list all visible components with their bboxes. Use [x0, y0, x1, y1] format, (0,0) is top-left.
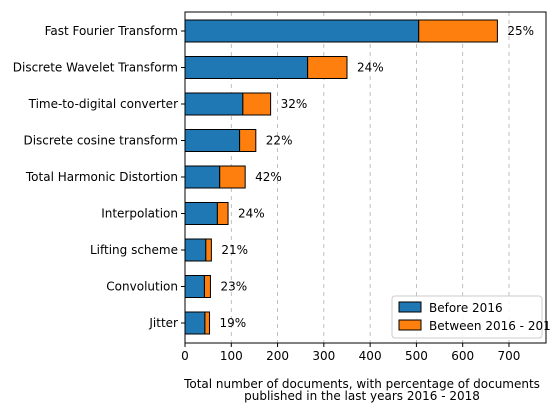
percentage-label: 22% [266, 134, 293, 148]
bar-segment-before-2016 [184, 129, 241, 152]
legend-swatch [398, 319, 422, 331]
x-tick-label: 0 [181, 349, 189, 363]
category-label: Discrete cosine transform [23, 134, 178, 148]
bar-segment-before-2016 [184, 19, 420, 43]
category-label: Convolution [106, 280, 178, 294]
bar-segment-between-2016-2018 [216, 202, 229, 225]
legend-swatch [398, 301, 422, 313]
x-tick-label: 400 [359, 349, 382, 363]
legend: Before 2016 Between 2016 - 2018 [391, 295, 550, 339]
x-tick-label: 700 [498, 349, 521, 363]
y-axis-ticks [181, 30, 185, 324]
percentage-label: 42% [255, 170, 282, 184]
category-label: Lifting scheme [90, 243, 178, 257]
x-tick-label: 100 [220, 349, 243, 363]
bar-segment-between-2016-2018 [307, 56, 348, 79]
bar-segment-between-2016-2018 [204, 311, 211, 335]
category-label: Fast Fourier Transform [45, 24, 178, 38]
bar-segment-before-2016 [184, 202, 218, 225]
bar-segment-before-2016 [184, 275, 205, 298]
percentage-label: 23% [220, 280, 247, 294]
category-label: Jitter [148, 316, 178, 330]
bar-segment-before-2016 [184, 311, 206, 335]
bar-segment-between-2016-2018 [239, 129, 257, 152]
grid-lines [230, 12, 510, 343]
category-label: Time-to-digital converter [28, 97, 178, 111]
percentage-label: 24% [238, 207, 265, 221]
x-tick-label: 500 [405, 349, 428, 363]
bar-segment-between-2016-2018 [205, 238, 212, 262]
x-axis-title-line-1: Total number of documents, with percenta… [183, 377, 540, 391]
percentage-label: 25% [507, 24, 534, 38]
x-tick-label: 200 [266, 349, 289, 363]
category-label: Discrete Wavelet Transform [13, 61, 178, 75]
bar-segment-before-2016 [184, 165, 221, 189]
bar-segment-between-2016-2018 [242, 92, 272, 116]
bar-segment-before-2016 [184, 56, 309, 79]
bar-segment-between-2016-2018 [203, 275, 211, 298]
legend-label: Before 2016 [429, 301, 503, 315]
bars [184, 19, 498, 335]
percentage-label: 19% [220, 316, 247, 330]
category-label: Interpolation [101, 207, 178, 221]
x-tick-label: 300 [312, 349, 335, 363]
percentage-label: 32% [281, 97, 308, 111]
percentage-label: 21% [221, 243, 248, 257]
legend-label: Between 2016 - 2018 [429, 319, 550, 333]
category-label: Total Harmonic Distortion [25, 170, 178, 184]
x-axis-ticks: 0 100 200 300 400 500 600 700 [181, 343, 520, 363]
x-axis-title-line-2: published in the last years 2016 - 2018 [244, 389, 480, 403]
bar-segment-before-2016 [184, 238, 207, 262]
legend-box [391, 295, 543, 339]
bar-segment-between-2016-2018 [418, 19, 498, 43]
percentage-labels: 25% 24% 32% 22% 42% 24% 21% 23% 19% [220, 24, 535, 330]
bar-segment-before-2016 [184, 92, 244, 116]
percentage-label: 24% [357, 61, 384, 75]
category-labels: Fast Fourier Transform Discrete Wavelet T… [13, 24, 178, 330]
bar-segment-between-2016-2018 [219, 165, 246, 189]
x-tick-label: 600 [451, 349, 474, 363]
